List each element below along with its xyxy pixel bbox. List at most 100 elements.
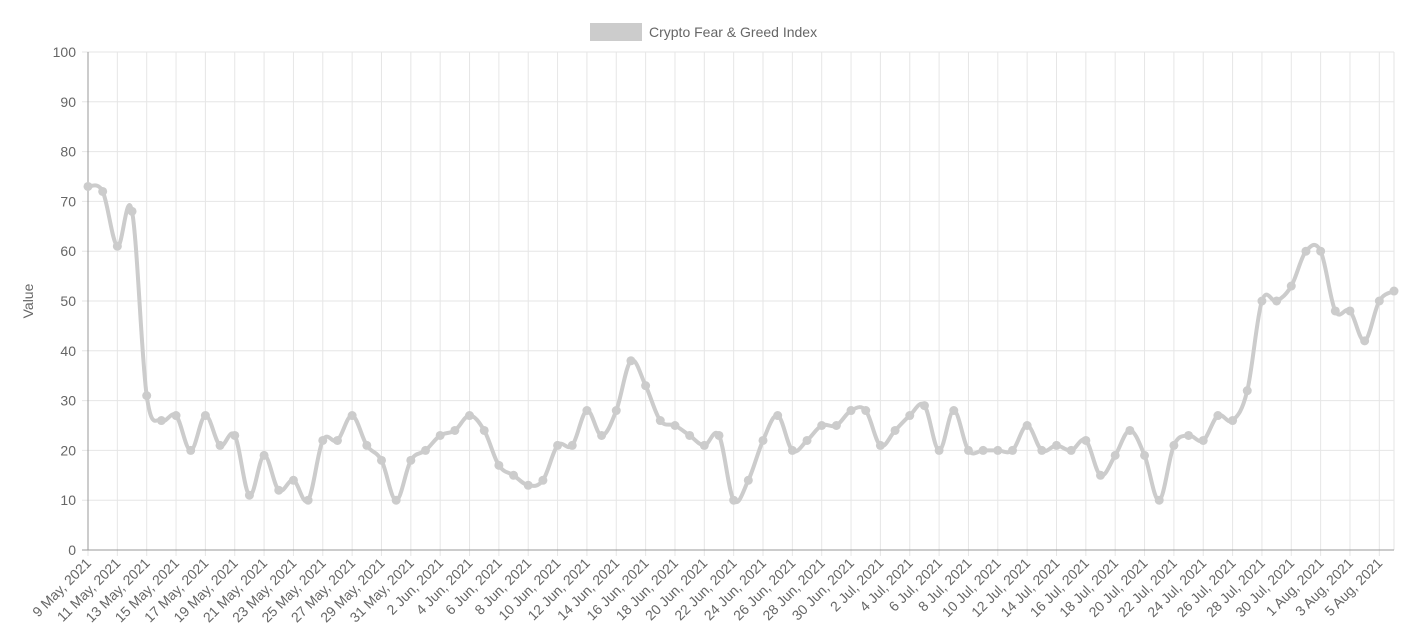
legend-label[interactable]: Crypto Fear & Greed Index	[649, 24, 817, 40]
y-tick-label: 60	[60, 243, 76, 259]
data-point[interactable]	[1286, 281, 1296, 291]
data-point[interactable]	[142, 391, 152, 401]
data-point[interactable]	[332, 435, 342, 445]
data-point[interactable]	[949, 406, 959, 416]
data-point[interactable]	[1257, 296, 1267, 306]
data-point[interactable]	[1198, 435, 1208, 445]
data-point[interactable]	[567, 440, 577, 450]
data-point[interactable]	[743, 475, 753, 485]
data-point[interactable]	[244, 490, 254, 500]
data-point[interactable]	[934, 445, 944, 455]
data-point[interactable]	[1213, 411, 1223, 421]
data-point[interactable]	[582, 406, 592, 416]
data-point[interactable]	[421, 445, 431, 455]
y-tick-label: 80	[60, 144, 76, 160]
data-point[interactable]	[186, 445, 196, 455]
data-point[interactable]	[905, 411, 915, 421]
data-point[interactable]	[1330, 306, 1340, 316]
data-point[interactable]	[1169, 440, 1179, 450]
data-point[interactable]	[83, 181, 93, 191]
data-point[interactable]	[1301, 246, 1311, 256]
data-point[interactable]	[1110, 450, 1120, 460]
data-point[interactable]	[817, 421, 827, 430]
data-point[interactable]	[318, 435, 328, 445]
data-point[interactable]	[362, 440, 372, 450]
y-tick-label: 70	[60, 193, 76, 209]
data-point[interactable]	[171, 411, 181, 421]
data-point[interactable]	[1096, 470, 1106, 480]
data-point[interactable]	[875, 440, 885, 450]
data-point[interactable]	[655, 416, 665, 426]
data-point[interactable]	[1022, 421, 1032, 430]
data-point[interactable]	[714, 430, 724, 440]
data-point[interactable]	[553, 440, 563, 450]
data-point[interactable]	[391, 495, 401, 505]
data-point[interactable]	[127, 206, 137, 216]
data-point[interactable]	[450, 425, 460, 435]
data-point[interactable]	[288, 475, 298, 485]
data-point[interactable]	[670, 421, 680, 430]
data-point[interactable]	[1066, 445, 1076, 455]
data-point[interactable]	[509, 470, 519, 480]
data-point[interactable]	[1125, 425, 1135, 435]
data-point[interactable]	[611, 406, 621, 416]
data-point[interactable]	[230, 430, 240, 440]
data-point[interactable]	[1360, 336, 1370, 346]
data-point[interactable]	[787, 445, 797, 455]
data-point[interactable]	[861, 406, 871, 416]
data-point[interactable]	[641, 381, 651, 391]
data-point[interactable]	[1374, 296, 1384, 306]
data-point[interactable]	[376, 455, 386, 465]
data-point[interactable]	[890, 425, 900, 435]
data-point[interactable]	[773, 411, 783, 421]
data-point[interactable]	[1345, 306, 1355, 316]
data-point[interactable]	[846, 406, 856, 416]
data-point[interactable]	[1140, 450, 1150, 460]
data-point[interactable]	[993, 445, 1003, 455]
data-point[interactable]	[156, 416, 166, 426]
data-point[interactable]	[1081, 435, 1091, 445]
data-point[interactable]	[538, 475, 548, 485]
data-point[interactable]	[597, 430, 607, 440]
data-point[interactable]	[494, 460, 504, 470]
data-point[interactable]	[802, 435, 812, 445]
data-point[interactable]	[1184, 430, 1194, 440]
y-tick-label: 40	[60, 343, 76, 359]
data-point[interactable]	[435, 430, 445, 440]
data-point[interactable]	[699, 440, 709, 450]
axis-layer	[82, 52, 1394, 551]
data-point[interactable]	[831, 421, 841, 430]
data-point[interactable]	[347, 411, 357, 421]
grid-layer	[82, 51, 1395, 556]
data-point[interactable]	[729, 495, 739, 505]
data-point[interactable]	[1051, 440, 1061, 450]
data-point[interactable]	[259, 450, 269, 460]
data-point[interactable]	[963, 445, 973, 455]
data-point[interactable]	[1316, 246, 1326, 256]
data-point[interactable]	[406, 455, 416, 465]
data-point[interactable]	[1389, 286, 1399, 296]
data-point[interactable]	[200, 411, 210, 421]
data-point[interactable]	[685, 430, 695, 440]
data-point[interactable]	[274, 485, 284, 495]
data-point[interactable]	[1154, 495, 1164, 505]
data-point[interactable]	[1228, 416, 1238, 426]
data-point[interactable]	[626, 356, 636, 366]
data-point[interactable]	[1007, 445, 1017, 455]
data-point[interactable]	[465, 411, 475, 421]
data-point[interactable]	[978, 445, 988, 455]
y-tick-label: 90	[60, 94, 76, 110]
legend-swatch[interactable]	[590, 23, 642, 41]
data-point[interactable]	[98, 186, 108, 196]
data-point[interactable]	[1037, 445, 1047, 455]
data-point[interactable]	[523, 480, 533, 490]
data-point[interactable]	[112, 241, 122, 251]
data-point[interactable]	[1272, 296, 1282, 306]
legend[interactable]: Crypto Fear & Greed Index	[590, 23, 817, 41]
data-point[interactable]	[303, 495, 313, 505]
data-point[interactable]	[1242, 386, 1252, 396]
data-point[interactable]	[758, 435, 768, 445]
data-point[interactable]	[919, 401, 929, 411]
data-point[interactable]	[215, 440, 225, 450]
data-point[interactable]	[479, 425, 489, 435]
